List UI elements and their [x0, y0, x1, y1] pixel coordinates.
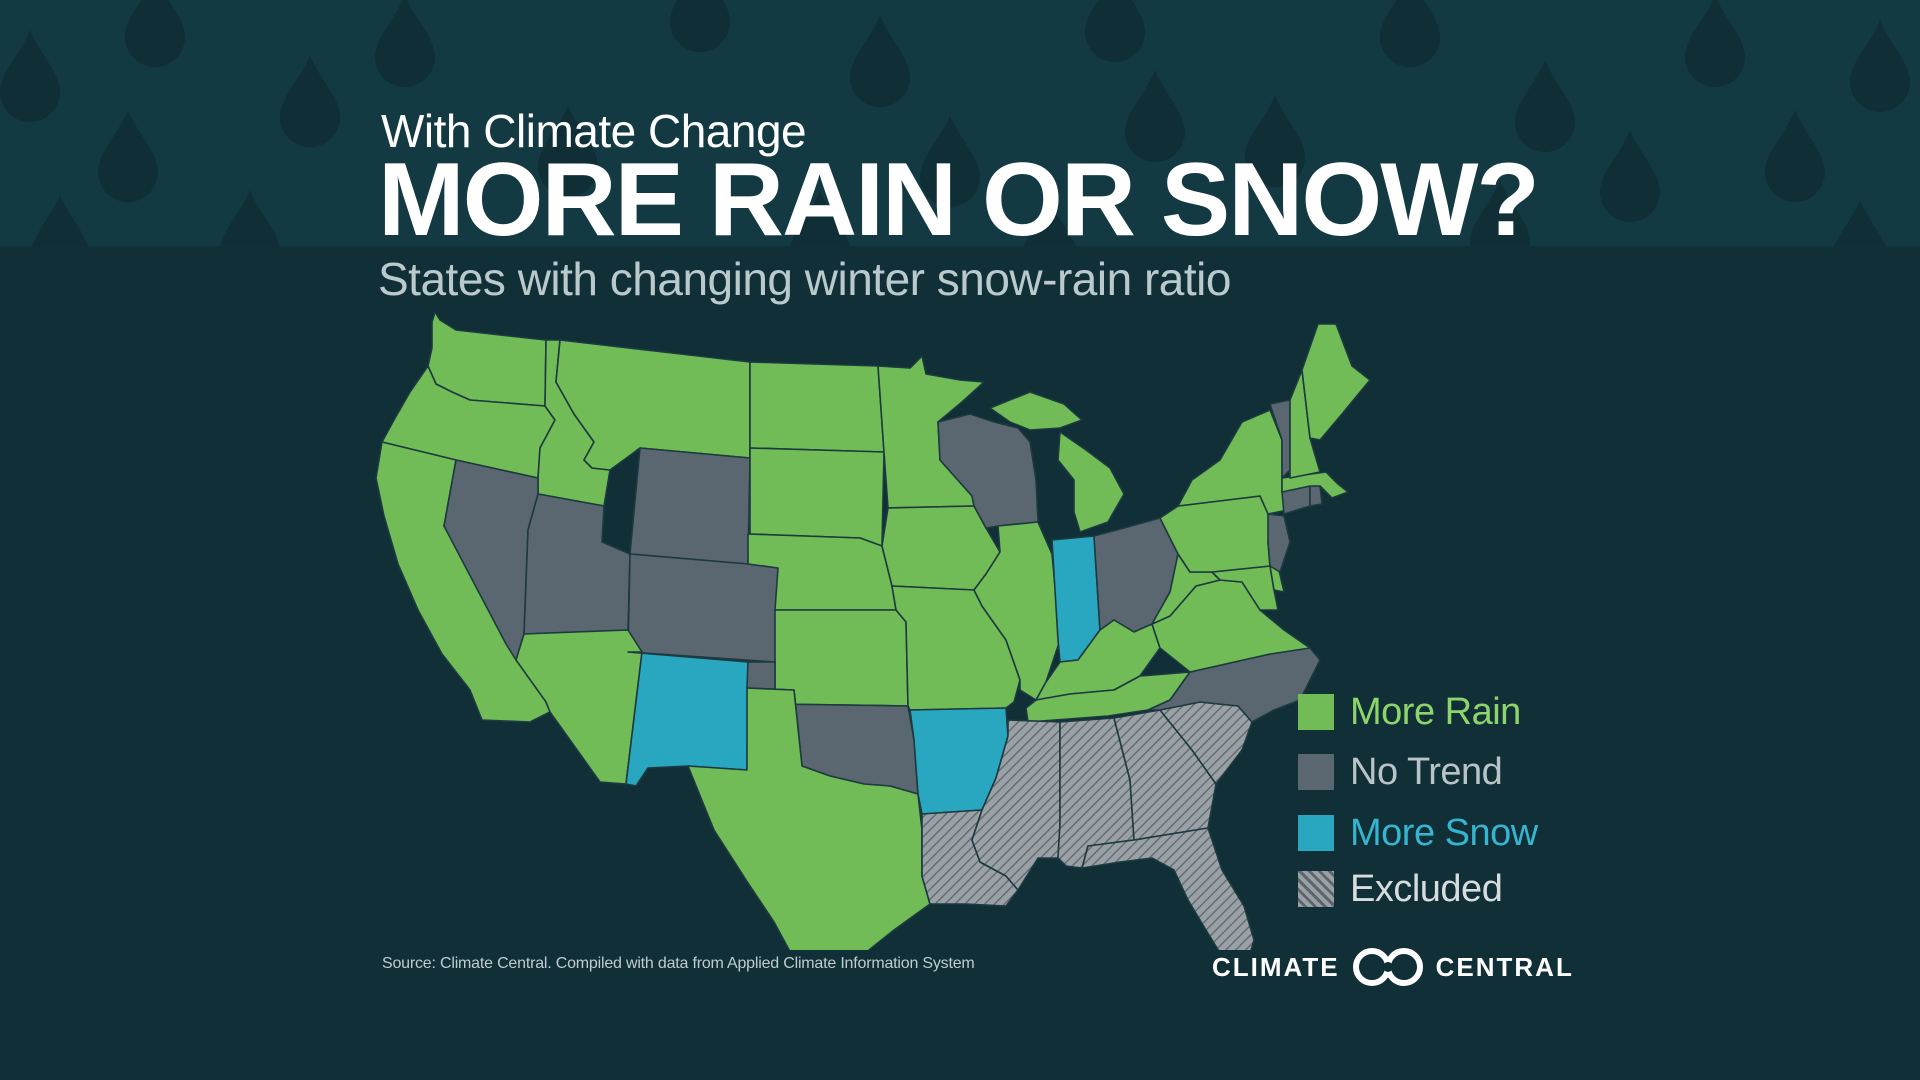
rain-drop-icon [1765, 110, 1825, 202]
state-nm [625, 651, 749, 787]
subtitle: States with changing winter snow-rain ra… [378, 253, 1231, 305]
rain-drop-icon [125, 0, 185, 67]
rain-drop-icon [1850, 20, 1910, 112]
state-tx [687, 687, 931, 950]
rain-drop-icon [32, 195, 88, 246]
logo-word-central: CENTRAL [1435, 951, 1574, 982]
page-title: MORE RAIN OR SNOW? [378, 142, 1540, 258]
state-co [627, 553, 779, 663]
state-nj [1267, 513, 1291, 573]
state-az [515, 629, 643, 785]
legend-item-more-rain: More Rain [1298, 690, 1521, 734]
legend-label-more-rain: More Rain [1350, 690, 1521, 733]
legend-item-no-trend: No Trend [1298, 750, 1503, 794]
legend-label-no-trend: No Trend [1350, 750, 1503, 793]
state-vt [1269, 399, 1291, 479]
rain-drop-icon [1515, 60, 1575, 152]
state-fl [1081, 827, 1255, 950]
rain-drop-icon [538, 105, 598, 197]
state-me [1301, 323, 1371, 441]
state-ny [1177, 409, 1289, 515]
rain-drop-icon [850, 15, 910, 107]
rain-drop-icon [280, 55, 340, 147]
rain-drop-icon [1600, 130, 1660, 222]
rain-drop-icon [98, 110, 158, 202]
rain-drop-icon [375, 0, 435, 87]
state-nd [749, 361, 885, 453]
title-kicker: With Climate Change [381, 105, 807, 157]
rain-drop-header-band [0, 0, 1920, 246]
rain-drop-pattern [0, 0, 1910, 246]
rain-drop-icon [0, 30, 60, 122]
rain-drop-icon [1470, 180, 1530, 246]
rain-drop-icon [920, 115, 980, 207]
rain-drop-icon [670, 0, 730, 52]
rain-drop-icon [790, 190, 850, 246]
rain-drop-icon [1380, 0, 1440, 67]
source-note: Source: Climate Central. Compiled with d… [382, 955, 975, 972]
legend-swatch-more-snow [1298, 815, 1334, 851]
legend-label-excluded: Excluded [1350, 867, 1503, 910]
rain-drop-icon [1685, 0, 1745, 87]
state-ma [1281, 471, 1349, 499]
legend-label-more-snow: More Snow [1350, 811, 1538, 854]
state-nh [1289, 369, 1321, 479]
state-sd [749, 447, 885, 547]
climate-central-logo-mark-icon [1352, 948, 1423, 986]
state-ut [523, 493, 631, 635]
rain-drop-icon [1085, 0, 1145, 62]
legend-swatch-no-trend [1298, 754, 1334, 790]
legend-item-excluded: Excluded [1298, 867, 1503, 911]
legend-swatch-excluded [1298, 871, 1334, 907]
logo-word-climate: CLIMATE [1212, 951, 1340, 982]
climate-central-logo: CLIMATE CENTRAL [1212, 945, 1574, 989]
rain-drop-icon [220, 190, 280, 246]
state-mi [989, 391, 1125, 533]
state-ri [1309, 485, 1323, 507]
us-states-map [375, 311, 1371, 950]
rain-drop-icon [1834, 200, 1886, 246]
rain-drop-icon [1125, 70, 1185, 162]
state-wy [629, 447, 751, 565]
legend-item-more-snow: More Snow [1298, 811, 1538, 855]
rain-drop-icon [1024, 200, 1076, 246]
rain-drop-icon [1245, 95, 1305, 187]
legend-swatch-more-rain [1298, 694, 1334, 730]
